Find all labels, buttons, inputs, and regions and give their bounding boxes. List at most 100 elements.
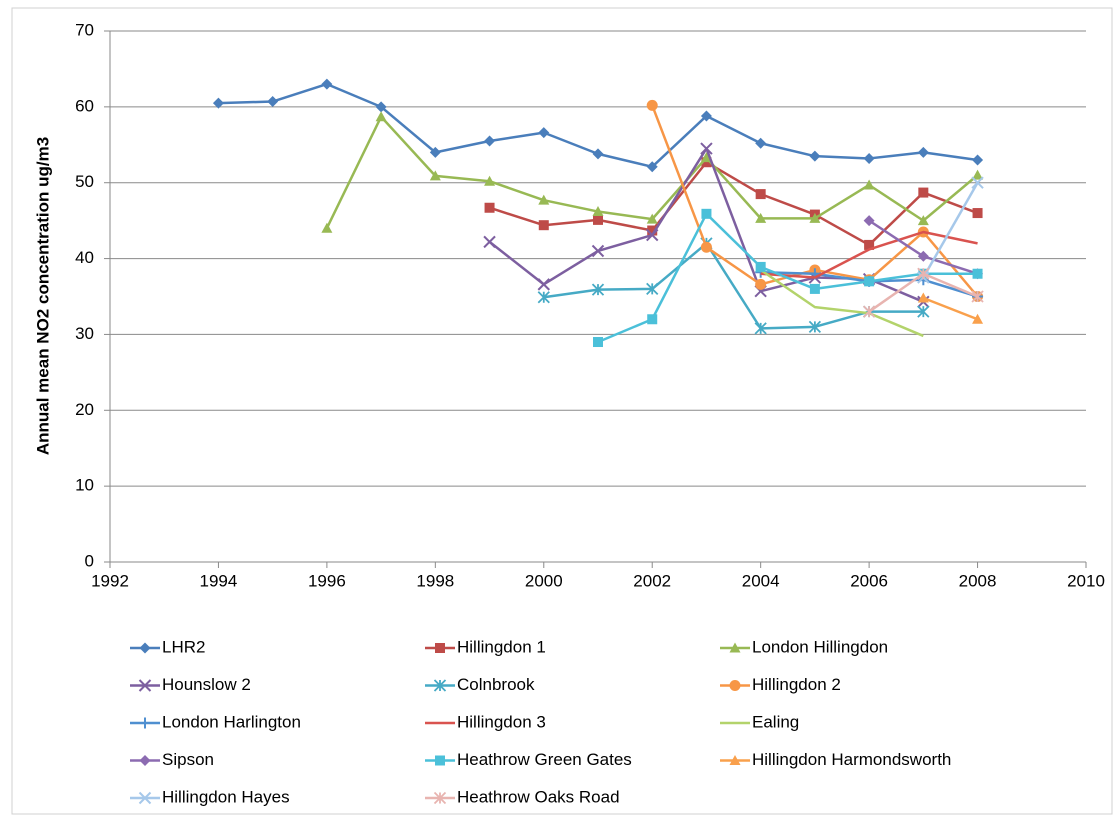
marker xyxy=(863,152,875,164)
marker xyxy=(483,235,496,249)
marker xyxy=(971,176,984,189)
y-tick-label: 0 xyxy=(85,551,94,570)
legend-label: Heathrow Oaks Road xyxy=(457,787,620,806)
marker xyxy=(484,202,495,213)
marker xyxy=(917,292,929,303)
y-axis-label: Annual mean NO2 concentration ug/m3 xyxy=(33,137,52,455)
series-line xyxy=(489,160,978,247)
marker xyxy=(647,225,658,236)
marker xyxy=(864,276,875,287)
marker xyxy=(864,239,875,250)
x-tick-label: 2008 xyxy=(959,571,997,590)
series-line xyxy=(922,182,979,279)
marker xyxy=(429,146,441,158)
marker xyxy=(700,110,712,122)
legend-label: Sipson xyxy=(162,750,214,769)
x-tick-label: 2000 xyxy=(525,571,563,590)
legend-label: Hillingdon 2 xyxy=(752,675,841,694)
x-tick-label: 2006 xyxy=(850,571,888,590)
x-tick-label: 1998 xyxy=(416,571,454,590)
marker xyxy=(593,214,603,225)
legend-label: Ealing xyxy=(752,712,799,731)
legend-label: LHR2 xyxy=(162,637,205,656)
legend-entry: Hillingdon 1 xyxy=(425,637,546,656)
marker xyxy=(972,313,984,324)
marker xyxy=(537,291,550,304)
legend-entry: Ealing xyxy=(720,712,799,731)
marker xyxy=(139,755,151,766)
marker xyxy=(700,142,713,155)
marker xyxy=(755,278,767,290)
marker xyxy=(972,154,984,166)
marker xyxy=(917,250,929,262)
legend-label: Hounslow 2 xyxy=(162,675,251,694)
marker xyxy=(139,717,151,729)
marker xyxy=(484,175,496,186)
legend-entry: Hillingdon 2 xyxy=(720,675,841,694)
marker xyxy=(593,337,603,348)
legend-entry: Hillingdon Hayes xyxy=(130,787,290,806)
marker xyxy=(538,194,550,205)
marker xyxy=(754,322,767,335)
legend-entry: Colnbrook xyxy=(425,675,535,694)
x-tick-label: 1994 xyxy=(200,571,238,590)
marker xyxy=(809,283,820,294)
marker xyxy=(647,314,658,325)
marker xyxy=(435,643,445,653)
marker xyxy=(592,206,604,217)
x-tick-label: 2002 xyxy=(633,571,671,590)
legend-label: London Hillingdon xyxy=(752,637,888,656)
y-tick-label: 70 xyxy=(75,20,94,39)
chart-border xyxy=(11,7,1113,815)
x-tick-label: 1992 xyxy=(91,571,129,590)
marker xyxy=(917,267,930,280)
series-line xyxy=(759,268,924,338)
marker xyxy=(701,157,712,168)
y-tick-label: 10 xyxy=(75,476,94,495)
marker xyxy=(646,99,658,111)
marker xyxy=(755,137,767,149)
marker xyxy=(917,305,930,318)
y-tick-label: 60 xyxy=(75,96,94,115)
marker xyxy=(809,150,821,162)
marker xyxy=(972,208,983,219)
legend-entry: Heathrow Green Gates xyxy=(425,750,632,769)
y-tick-label: 50 xyxy=(75,172,94,191)
marker xyxy=(700,241,712,253)
series-line xyxy=(543,242,924,330)
marker xyxy=(918,187,929,198)
marker xyxy=(729,642,741,653)
marker xyxy=(138,791,152,805)
marker xyxy=(755,212,767,223)
marker xyxy=(537,278,550,291)
marker xyxy=(591,283,605,296)
marker xyxy=(435,755,445,766)
legend-label: Colnbrook xyxy=(457,675,535,694)
marker xyxy=(646,282,659,296)
marker xyxy=(972,169,984,180)
y-tick-label: 30 xyxy=(75,324,94,343)
marker xyxy=(972,268,983,279)
marker xyxy=(863,179,875,190)
legend-label: Hillingdon 1 xyxy=(457,637,546,656)
x-tick-label: 1996 xyxy=(308,571,346,590)
marker xyxy=(375,111,387,122)
marker xyxy=(917,146,929,158)
marker xyxy=(429,170,441,181)
marker xyxy=(538,220,549,231)
marker xyxy=(138,679,152,692)
legend-entry: Sipson xyxy=(130,750,214,769)
marker xyxy=(538,127,550,139)
marker xyxy=(808,320,822,333)
marker xyxy=(701,208,712,219)
legend-entry: Hillingdon Harmondsworth xyxy=(720,750,951,769)
legend-entry: LHR2 xyxy=(130,637,205,656)
x-tick-label: 2010 xyxy=(1067,571,1105,590)
y-tick-label: 40 xyxy=(75,248,94,267)
marker xyxy=(321,222,333,233)
marker xyxy=(755,189,766,200)
x-tick-label: 2004 xyxy=(742,571,780,590)
legend-entry: Hillingdon 3 xyxy=(425,712,546,731)
marker xyxy=(755,261,766,272)
